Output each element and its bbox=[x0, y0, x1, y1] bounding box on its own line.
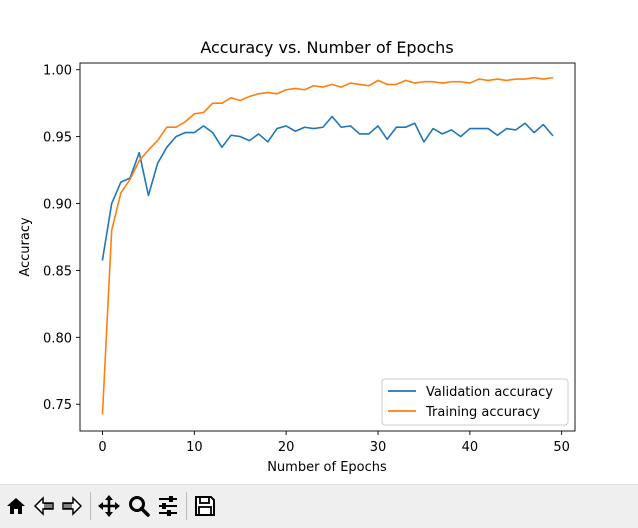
y-tick-label: 0.85 bbox=[43, 264, 72, 279]
x-tick-label: 10 bbox=[186, 440, 203, 455]
legend: Validation accuracy Training accuracy bbox=[381, 378, 569, 426]
figure: 0 10 20 30 40 50 0.75 0.80 0.85 0.90 0.95 1.00 Accu… bbox=[18, 38, 576, 475]
toolbar-separator bbox=[186, 492, 187, 520]
chart-title: Accuracy vs. Number of Epochs bbox=[200, 38, 453, 57]
y-tick-label: 0.80 bbox=[43, 331, 72, 346]
forward-icon[interactable] bbox=[59, 493, 85, 519]
home-icon[interactable] bbox=[3, 493, 29, 519]
configure-subplots-icon[interactable] bbox=[155, 493, 181, 519]
x-tick-label: 40 bbox=[462, 440, 479, 455]
back-icon[interactable] bbox=[31, 493, 57, 519]
legend-box bbox=[381, 378, 569, 426]
y-tick-label: 0.95 bbox=[43, 131, 72, 146]
navigation-toolbar bbox=[0, 484, 638, 528]
x-tick-label: 30 bbox=[370, 440, 387, 455]
series-line-training-accuracy bbox=[101, 76, 554, 415]
pan-icon[interactable] bbox=[96, 493, 122, 519]
y-axis-label: Accuracy bbox=[18, 217, 33, 277]
x-tick-label: 50 bbox=[553, 440, 570, 455]
legend-label: Validation accuracy bbox=[426, 385, 553, 400]
x-axis-label: Number of Epochs bbox=[267, 460, 387, 475]
x-tick-label: 0 bbox=[98, 440, 106, 455]
zoom-icon[interactable] bbox=[126, 493, 152, 519]
y-tick-label: 0.75 bbox=[43, 398, 72, 413]
accuracy-chart: 0 10 20 30 40 50 0.75 0.80 0.85 0.90 0.95 1.00 Accu… bbox=[18, 38, 576, 475]
plot-area bbox=[80, 63, 575, 431]
y-tick-label: 1.00 bbox=[43, 64, 72, 79]
axes-frame bbox=[79, 62, 576, 432]
series-line-validation-accuracy bbox=[101, 115, 554, 261]
toolbar-separator bbox=[90, 492, 91, 520]
y-tick-label: 0.90 bbox=[43, 198, 72, 213]
save-icon[interactable] bbox=[192, 493, 218, 519]
legend-label: Training accuracy bbox=[425, 405, 540, 420]
x-tick-label: 20 bbox=[278, 440, 295, 455]
